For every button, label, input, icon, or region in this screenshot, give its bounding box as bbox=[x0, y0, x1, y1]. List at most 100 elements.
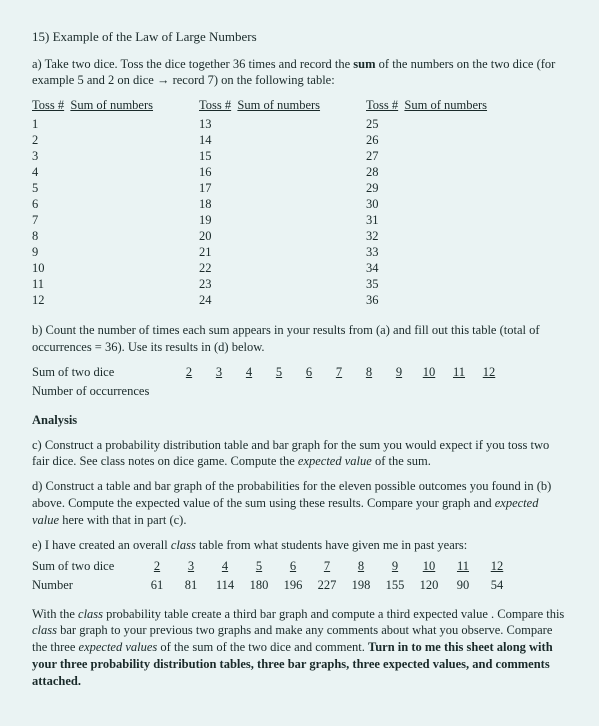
class-head: 2 bbox=[140, 558, 174, 575]
class-table: Sum of two dice 2 3 4 5 6 7 8 9 10 11 12… bbox=[32, 558, 567, 594]
closing-t4: of the sum of the two dice and comment. bbox=[157, 640, 368, 654]
toss-row: 19 bbox=[199, 212, 320, 228]
class-head: 10 bbox=[412, 558, 446, 575]
class-head: 7 bbox=[310, 558, 344, 575]
part-b-text: b) Count the number of times each sum ap… bbox=[32, 322, 567, 356]
toss-table: Toss # Sum of numbers 123456789101112 To… bbox=[32, 97, 567, 308]
sum-head: 2 bbox=[174, 364, 204, 381]
toss-col-head: Toss # Sum of numbers bbox=[199, 97, 320, 114]
toss-row: 15 bbox=[199, 148, 320, 164]
part-e-t1: e) I have created an overall bbox=[32, 538, 171, 552]
toss-row: 7 bbox=[32, 212, 153, 228]
closing-i3: expected values bbox=[79, 640, 158, 654]
page-title: 15) Example of the Law of Large Numbers bbox=[32, 28, 567, 46]
toss-col-2: Toss # Sum of numbers 131415161718192021… bbox=[199, 97, 320, 308]
toss-row: 36 bbox=[366, 292, 487, 308]
part-e-t2: table from what students have given me i… bbox=[196, 538, 467, 552]
class-num: 155 bbox=[378, 577, 412, 594]
closing-text: With the class probability table create … bbox=[32, 606, 567, 690]
class-num: 54 bbox=[480, 577, 514, 594]
toss-row: 2 bbox=[32, 132, 153, 148]
analysis-head-text: Analysis bbox=[32, 413, 77, 427]
toss-col-head: Toss # Sum of numbers bbox=[366, 97, 487, 114]
toss-row: 21 bbox=[199, 244, 320, 260]
class-head: 11 bbox=[446, 558, 480, 575]
class-row1-label: Sum of two dice bbox=[32, 558, 140, 575]
part-d-t1: d) Construct a table and bar graph of th… bbox=[32, 479, 551, 510]
toss-head-sum: Sum of numbers bbox=[70, 98, 153, 112]
part-c-t2: of the sum. bbox=[372, 454, 431, 468]
toss-row: 10 bbox=[32, 260, 153, 276]
toss-row: 17 bbox=[199, 180, 320, 196]
toss-row: 26 bbox=[366, 132, 487, 148]
toss-col-3: Toss # Sum of numbers 252627282930313233… bbox=[366, 97, 487, 308]
toss-row: 6 bbox=[32, 196, 153, 212]
sum-table: Sum of two dice 2 3 4 5 6 7 8 9 10 11 12… bbox=[32, 364, 567, 400]
class-head: 5 bbox=[242, 558, 276, 575]
part-e-italic: class bbox=[171, 538, 196, 552]
toss-col-1: Toss # Sum of numbers 123456789101112 bbox=[32, 97, 153, 308]
toss-row: 22 bbox=[199, 260, 320, 276]
class-head: 8 bbox=[344, 558, 378, 575]
toss-row: 13 bbox=[199, 116, 320, 132]
class-num: 61 bbox=[140, 577, 174, 594]
toss-row: 20 bbox=[199, 228, 320, 244]
toss-head-toss: Toss # bbox=[32, 98, 64, 112]
toss-row: 5 bbox=[32, 180, 153, 196]
part-e-intro: e) I have created an overall class table… bbox=[32, 537, 567, 554]
toss-row: 31 bbox=[366, 212, 487, 228]
toss-head-toss: Toss # bbox=[366, 98, 398, 112]
part-d-t2: here with that in part (c). bbox=[59, 513, 186, 527]
part-c-text: c) Construct a probability distribution … bbox=[32, 437, 567, 471]
toss-row: 18 bbox=[199, 196, 320, 212]
toss-row: 11 bbox=[32, 276, 153, 292]
toss-row: 33 bbox=[366, 244, 487, 260]
toss-head-toss: Toss # bbox=[199, 98, 231, 112]
toss-row: 9 bbox=[32, 244, 153, 260]
toss-row: 25 bbox=[366, 116, 487, 132]
sum-row2-label: Number of occurrences bbox=[32, 383, 174, 400]
class-num: 114 bbox=[208, 577, 242, 594]
class-head: 6 bbox=[276, 558, 310, 575]
toss-row: 16 bbox=[199, 164, 320, 180]
part-c-t1: c) Construct a probability distribution … bbox=[32, 438, 549, 469]
toss-row: 12 bbox=[32, 292, 153, 308]
toss-row: 29 bbox=[366, 180, 487, 196]
class-head: 9 bbox=[378, 558, 412, 575]
part-a-bold: sum bbox=[353, 57, 375, 71]
class-num: 81 bbox=[174, 577, 208, 594]
toss-row: 32 bbox=[366, 228, 487, 244]
sum-head: 4 bbox=[234, 364, 264, 381]
class-head: 12 bbox=[480, 558, 514, 575]
class-num: 198 bbox=[344, 577, 378, 594]
sum-head: 5 bbox=[264, 364, 294, 381]
class-head: 3 bbox=[174, 558, 208, 575]
toss-row: 14 bbox=[199, 132, 320, 148]
toss-col-head: Toss # Sum of numbers bbox=[32, 97, 153, 114]
toss-row: 8 bbox=[32, 228, 153, 244]
toss-row: 3 bbox=[32, 148, 153, 164]
closing-t1: With the bbox=[32, 607, 78, 621]
toss-row: 28 bbox=[366, 164, 487, 180]
class-num: 120 bbox=[412, 577, 446, 594]
part-a-before: a) Take two dice. Toss the dice together… bbox=[32, 57, 353, 71]
sum-head: 8 bbox=[354, 364, 384, 381]
toss-row: 35 bbox=[366, 276, 487, 292]
sum-head: 11 bbox=[444, 364, 474, 381]
class-row2-label: Number bbox=[32, 577, 140, 594]
sum-head: 12 bbox=[474, 364, 504, 381]
class-num: 90 bbox=[446, 577, 480, 594]
sum-row1-label: Sum of two dice bbox=[32, 364, 174, 381]
sum-head: 7 bbox=[324, 364, 354, 381]
part-d-text: d) Construct a table and bar graph of th… bbox=[32, 478, 567, 529]
toss-row: 34 bbox=[366, 260, 487, 276]
toss-row: 27 bbox=[366, 148, 487, 164]
sum-head: 10 bbox=[414, 364, 444, 381]
class-num: 227 bbox=[310, 577, 344, 594]
closing-t2: probability table create a third bar gra… bbox=[103, 607, 564, 621]
part-c-italic: expected value bbox=[298, 454, 372, 468]
toss-head-sum: Sum of numbers bbox=[237, 98, 320, 112]
closing-i2: class bbox=[32, 623, 57, 637]
toss-row: 1 bbox=[32, 116, 153, 132]
class-num: 180 bbox=[242, 577, 276, 594]
